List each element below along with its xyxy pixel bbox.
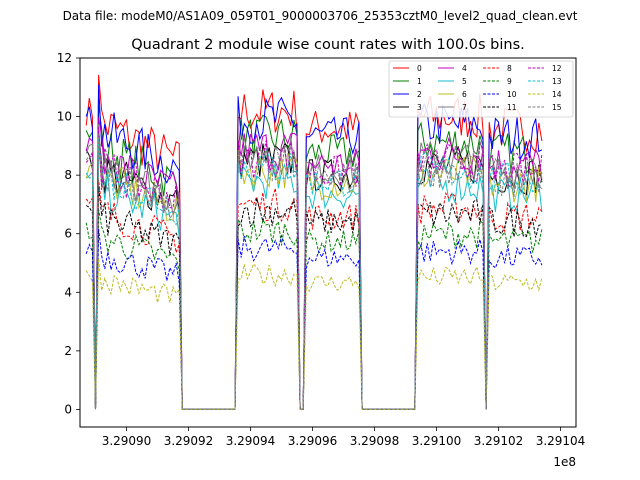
- plot-frame: [79, 57, 577, 428]
- series-line-8: [85, 179, 543, 410]
- legend-label-9: 9: [507, 77, 512, 86]
- legend-label-14: 14: [552, 90, 562, 99]
- legend-label-15: 15: [552, 103, 562, 112]
- y-tick-label: 2: [64, 344, 72, 358]
- x-tick-label: 3.29094: [226, 434, 276, 448]
- series-line-15: [85, 133, 543, 410]
- legend-label-3: 3: [417, 103, 422, 112]
- x-tick-label: 3.29104: [536, 434, 586, 448]
- series-line-5: [85, 153, 543, 410]
- y-tick-label: 6: [64, 227, 72, 241]
- x-tick-label: 3.29098: [350, 434, 400, 448]
- legend-label-12: 12: [552, 64, 562, 73]
- legend-label-4: 4: [462, 64, 467, 73]
- legend-label-7: 7: [462, 103, 467, 112]
- legend-label-5: 5: [462, 77, 467, 86]
- legend-label-8: 8: [507, 64, 512, 73]
- data-file-label: Data file: modeM0/AS1A09_059T01_90000037…: [63, 9, 578, 23]
- series-group: [85, 74, 543, 410]
- chart-title: Quadrant 2 module wise count rates with …: [131, 37, 525, 53]
- x-tick-label: 3.29092: [164, 434, 214, 448]
- legend-label-0: 0: [417, 64, 422, 73]
- y-tick-label: 4: [64, 285, 72, 299]
- y-tick-label: 12: [57, 51, 72, 65]
- legend-label-2: 2: [417, 90, 422, 99]
- legend-frame: [388, 60, 574, 118]
- series-line-7: [85, 124, 543, 410]
- series-line-12: [85, 127, 543, 410]
- x-tick-label: 3.29102: [474, 434, 524, 448]
- x-offset-label: 1e8: [553, 455, 576, 469]
- series-line-9: [85, 209, 543, 410]
- series-line-1: [85, 104, 543, 410]
- x-axis: 3.29090 3.29092 3.29094 3.29096 3.29098 3.291…: [102, 427, 586, 448]
- series-line-10: [85, 228, 543, 410]
- plot-background: [80, 58, 576, 427]
- series-line-0: [85, 74, 543, 410]
- legend-label-1: 1: [417, 77, 422, 86]
- series-line-13: [85, 137, 543, 410]
- y-axis: 0 2 4 6 8 10 12: [57, 51, 80, 416]
- y-tick-label: 10: [57, 110, 72, 124]
- legend-label-6: 6: [462, 90, 467, 99]
- legend-label-13: 13: [552, 77, 562, 86]
- series-line-14: [85, 258, 543, 410]
- y-tick-label: 8: [64, 168, 72, 182]
- x-tick-label: 3.29096: [288, 434, 338, 448]
- legend-label-11: 11: [507, 103, 517, 112]
- series-line-11: [85, 186, 543, 410]
- x-tick-label: 3.29100: [412, 434, 462, 448]
- y-tick-label: 0: [64, 402, 72, 416]
- legend-label-10: 10: [507, 90, 517, 99]
- x-tick-label: 3.29090: [102, 434, 152, 448]
